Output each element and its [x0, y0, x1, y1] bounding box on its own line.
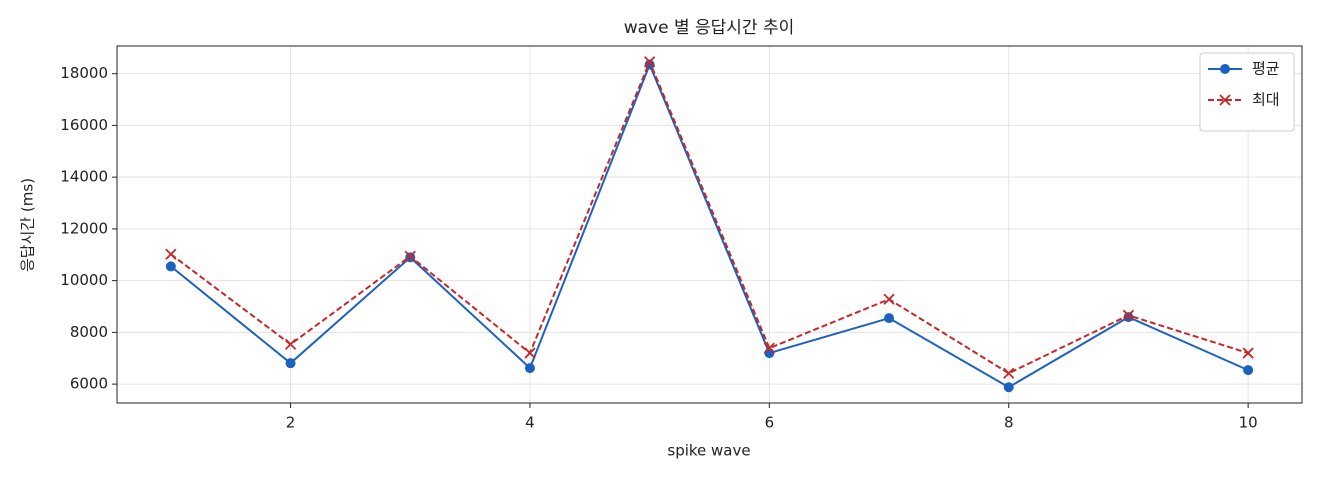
x-tick-label: 10 — [1239, 414, 1258, 432]
series-line — [170, 59, 1249, 375]
legend-label: 최대 — [1252, 91, 1280, 109]
y-tick-label: 10000 — [60, 271, 108, 289]
x-tick-label: 4 — [525, 414, 535, 432]
y-tick-label: 8000 — [70, 323, 108, 341]
legend-label: 평균 — [1252, 60, 1280, 78]
plot-frame — [116, 45, 1303, 404]
data-point — [285, 358, 296, 369]
data-point — [1003, 382, 1014, 393]
x-tick-label: 8 — [1004, 414, 1014, 432]
legend-marker — [1220, 64, 1230, 74]
data-point — [165, 261, 176, 272]
y-tick-label: 14000 — [60, 168, 108, 186]
x-tick-label: 2 — [286, 414, 296, 432]
chart-title: wave 별 응답시간 추이 — [624, 18, 795, 38]
y-tick-label: 16000 — [60, 116, 108, 134]
data-point — [524, 347, 536, 359]
data-point — [165, 248, 177, 260]
data-point — [404, 250, 416, 262]
data-point — [524, 363, 535, 374]
y-tick-label: 6000 — [70, 375, 108, 393]
y-tick-label: 18000 — [60, 64, 108, 82]
legend-marker — [1219, 94, 1231, 106]
data-point — [284, 338, 297, 350]
data-point — [764, 348, 775, 359]
data-point — [1123, 312, 1134, 323]
x-tick-label: 6 — [765, 414, 775, 432]
data-point — [644, 56, 656, 68]
data-point — [884, 313, 895, 324]
legend-box — [1199, 52, 1295, 132]
data-point — [883, 293, 895, 305]
y-axis-label: 응답시간 (ms) — [19, 178, 37, 272]
data-point — [1243, 365, 1254, 376]
data-point — [1003, 367, 1015, 379]
data-point — [1122, 309, 1135, 321]
series-line — [170, 61, 1249, 389]
x-axis-label: spike wave — [667, 442, 750, 460]
data-point — [1242, 347, 1254, 359]
y-tick-label: 12000 — [60, 219, 108, 237]
data-point — [763, 342, 775, 354]
